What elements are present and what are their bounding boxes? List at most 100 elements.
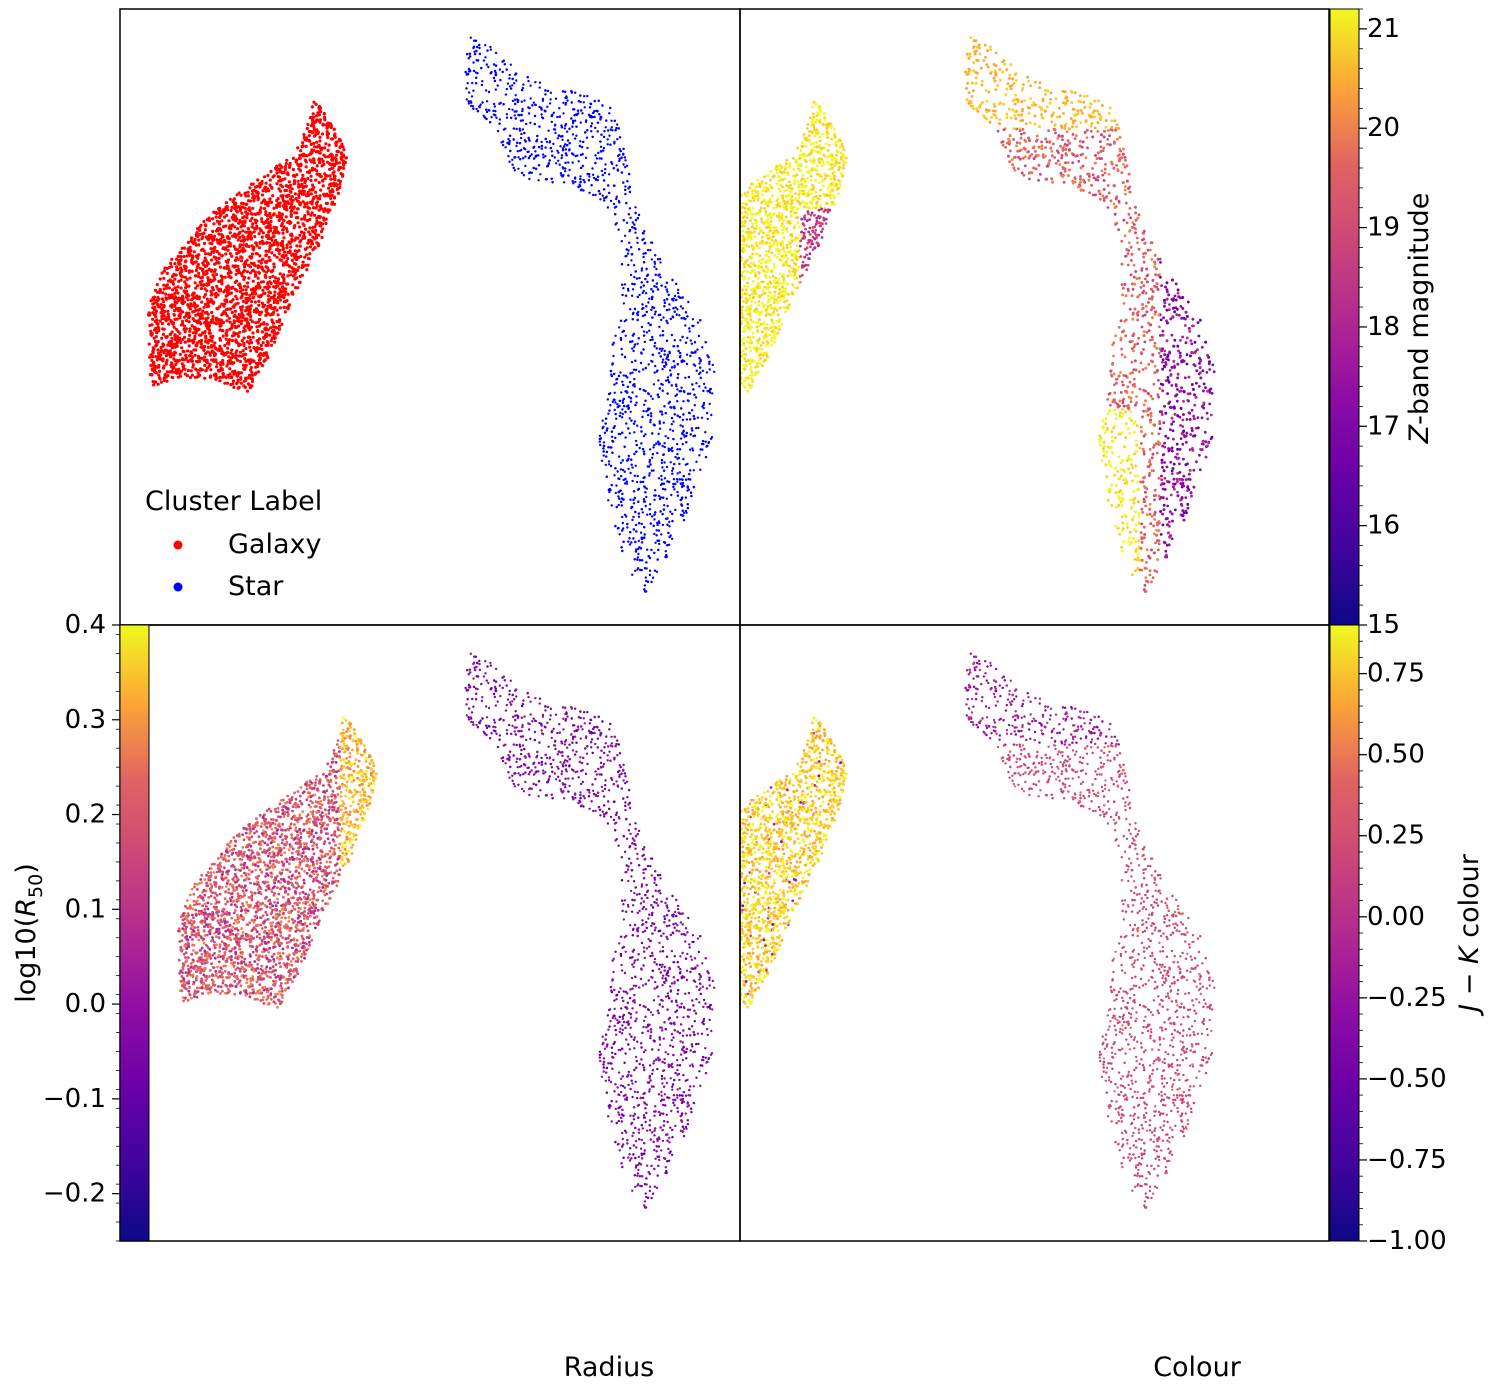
point-star — [598, 440, 601, 443]
point-star — [650, 415, 653, 418]
point-galaxy — [199, 338, 204, 343]
point-galaxy — [187, 269, 192, 273]
point-galaxy — [319, 204, 323, 208]
point-galaxy — [278, 282, 282, 286]
point-star — [640, 537, 644, 541]
point-galaxy — [188, 245, 192, 249]
point-star — [652, 383, 656, 386]
point-galaxy — [250, 225, 254, 229]
point-galaxy — [158, 290, 162, 294]
point-galaxy — [322, 112, 326, 116]
point-star — [614, 412, 617, 416]
point-galaxy — [172, 357, 176, 361]
point-galaxy — [228, 367, 232, 371]
point-galaxy — [246, 323, 250, 327]
point-galaxy — [227, 375, 231, 379]
point-star — [523, 99, 526, 102]
point-star — [621, 549, 624, 553]
point-star — [665, 288, 669, 291]
point-galaxy — [317, 208, 321, 212]
point-galaxy — [211, 318, 215, 322]
point-galaxy — [279, 289, 283, 294]
point-star — [684, 324, 687, 327]
point-star — [653, 569, 657, 572]
point-galaxy — [203, 376, 207, 380]
point-star — [684, 341, 688, 344]
point-star — [629, 308, 632, 311]
point-star — [636, 313, 639, 317]
point-star — [534, 167, 538, 170]
point-galaxy — [165, 335, 169, 339]
point-star — [485, 110, 489, 114]
point-galaxy — [284, 207, 289, 211]
point-galaxy — [158, 305, 162, 309]
point-galaxy — [243, 275, 247, 279]
point-galaxy — [261, 231, 265, 235]
point-star — [633, 226, 636, 230]
point-galaxy — [253, 212, 257, 216]
point-star — [664, 361, 667, 364]
point-star — [614, 334, 617, 337]
point-galaxy — [202, 259, 207, 263]
point-star — [696, 348, 699, 351]
point-galaxy — [315, 140, 319, 144]
point-galaxy — [259, 343, 263, 348]
point-star — [571, 125, 574, 128]
point-star — [663, 305, 666, 308]
point-galaxy — [212, 321, 216, 325]
point-galaxy — [322, 216, 326, 220]
point-star — [661, 389, 664, 392]
point-star — [601, 173, 604, 177]
point-star — [493, 69, 497, 73]
point-galaxy — [212, 222, 216, 226]
point-galaxy — [183, 340, 187, 344]
point-galaxy — [295, 258, 299, 262]
point-star — [608, 134, 611, 137]
point-star — [573, 137, 577, 140]
point-galaxy — [280, 216, 284, 220]
point-galaxy — [289, 273, 293, 277]
point-star — [672, 437, 675, 441]
point-galaxy — [246, 227, 250, 231]
point-galaxy — [275, 214, 279, 218]
point-star — [633, 496, 637, 500]
point-galaxy — [235, 227, 240, 231]
point-galaxy — [209, 297, 213, 302]
point-star — [704, 440, 707, 443]
point-star — [634, 231, 637, 234]
point-star — [592, 176, 596, 180]
point-star — [636, 567, 640, 570]
point-star — [681, 425, 684, 428]
point-galaxy — [210, 250, 214, 254]
point-galaxy — [203, 292, 207, 297]
point-galaxy — [209, 247, 213, 251]
point-star — [468, 52, 472, 55]
point-galaxy — [293, 211, 297, 215]
point-galaxy — [179, 286, 183, 290]
point-star — [571, 161, 574, 164]
point-star — [651, 279, 655, 282]
point-star — [622, 383, 625, 387]
point-galaxy — [198, 266, 202, 270]
point-galaxy — [244, 202, 248, 206]
point-galaxy — [296, 179, 300, 183]
point-star — [514, 117, 517, 120]
point-star — [560, 154, 564, 157]
point-star — [608, 409, 611, 412]
point-galaxy — [278, 272, 282, 276]
point-galaxy — [306, 263, 310, 267]
point-star — [655, 347, 658, 350]
point-galaxy — [169, 295, 173, 299]
point-star — [548, 141, 551, 144]
point-galaxy — [238, 290, 242, 294]
point-galaxy — [228, 252, 232, 256]
point-star — [564, 152, 568, 155]
point-galaxy — [246, 376, 250, 380]
point-star — [493, 79, 497, 83]
point-star — [560, 156, 563, 160]
point-star — [635, 480, 639, 484]
point-galaxy — [268, 223, 272, 227]
point-galaxy — [167, 350, 171, 354]
point-galaxy — [307, 171, 311, 175]
